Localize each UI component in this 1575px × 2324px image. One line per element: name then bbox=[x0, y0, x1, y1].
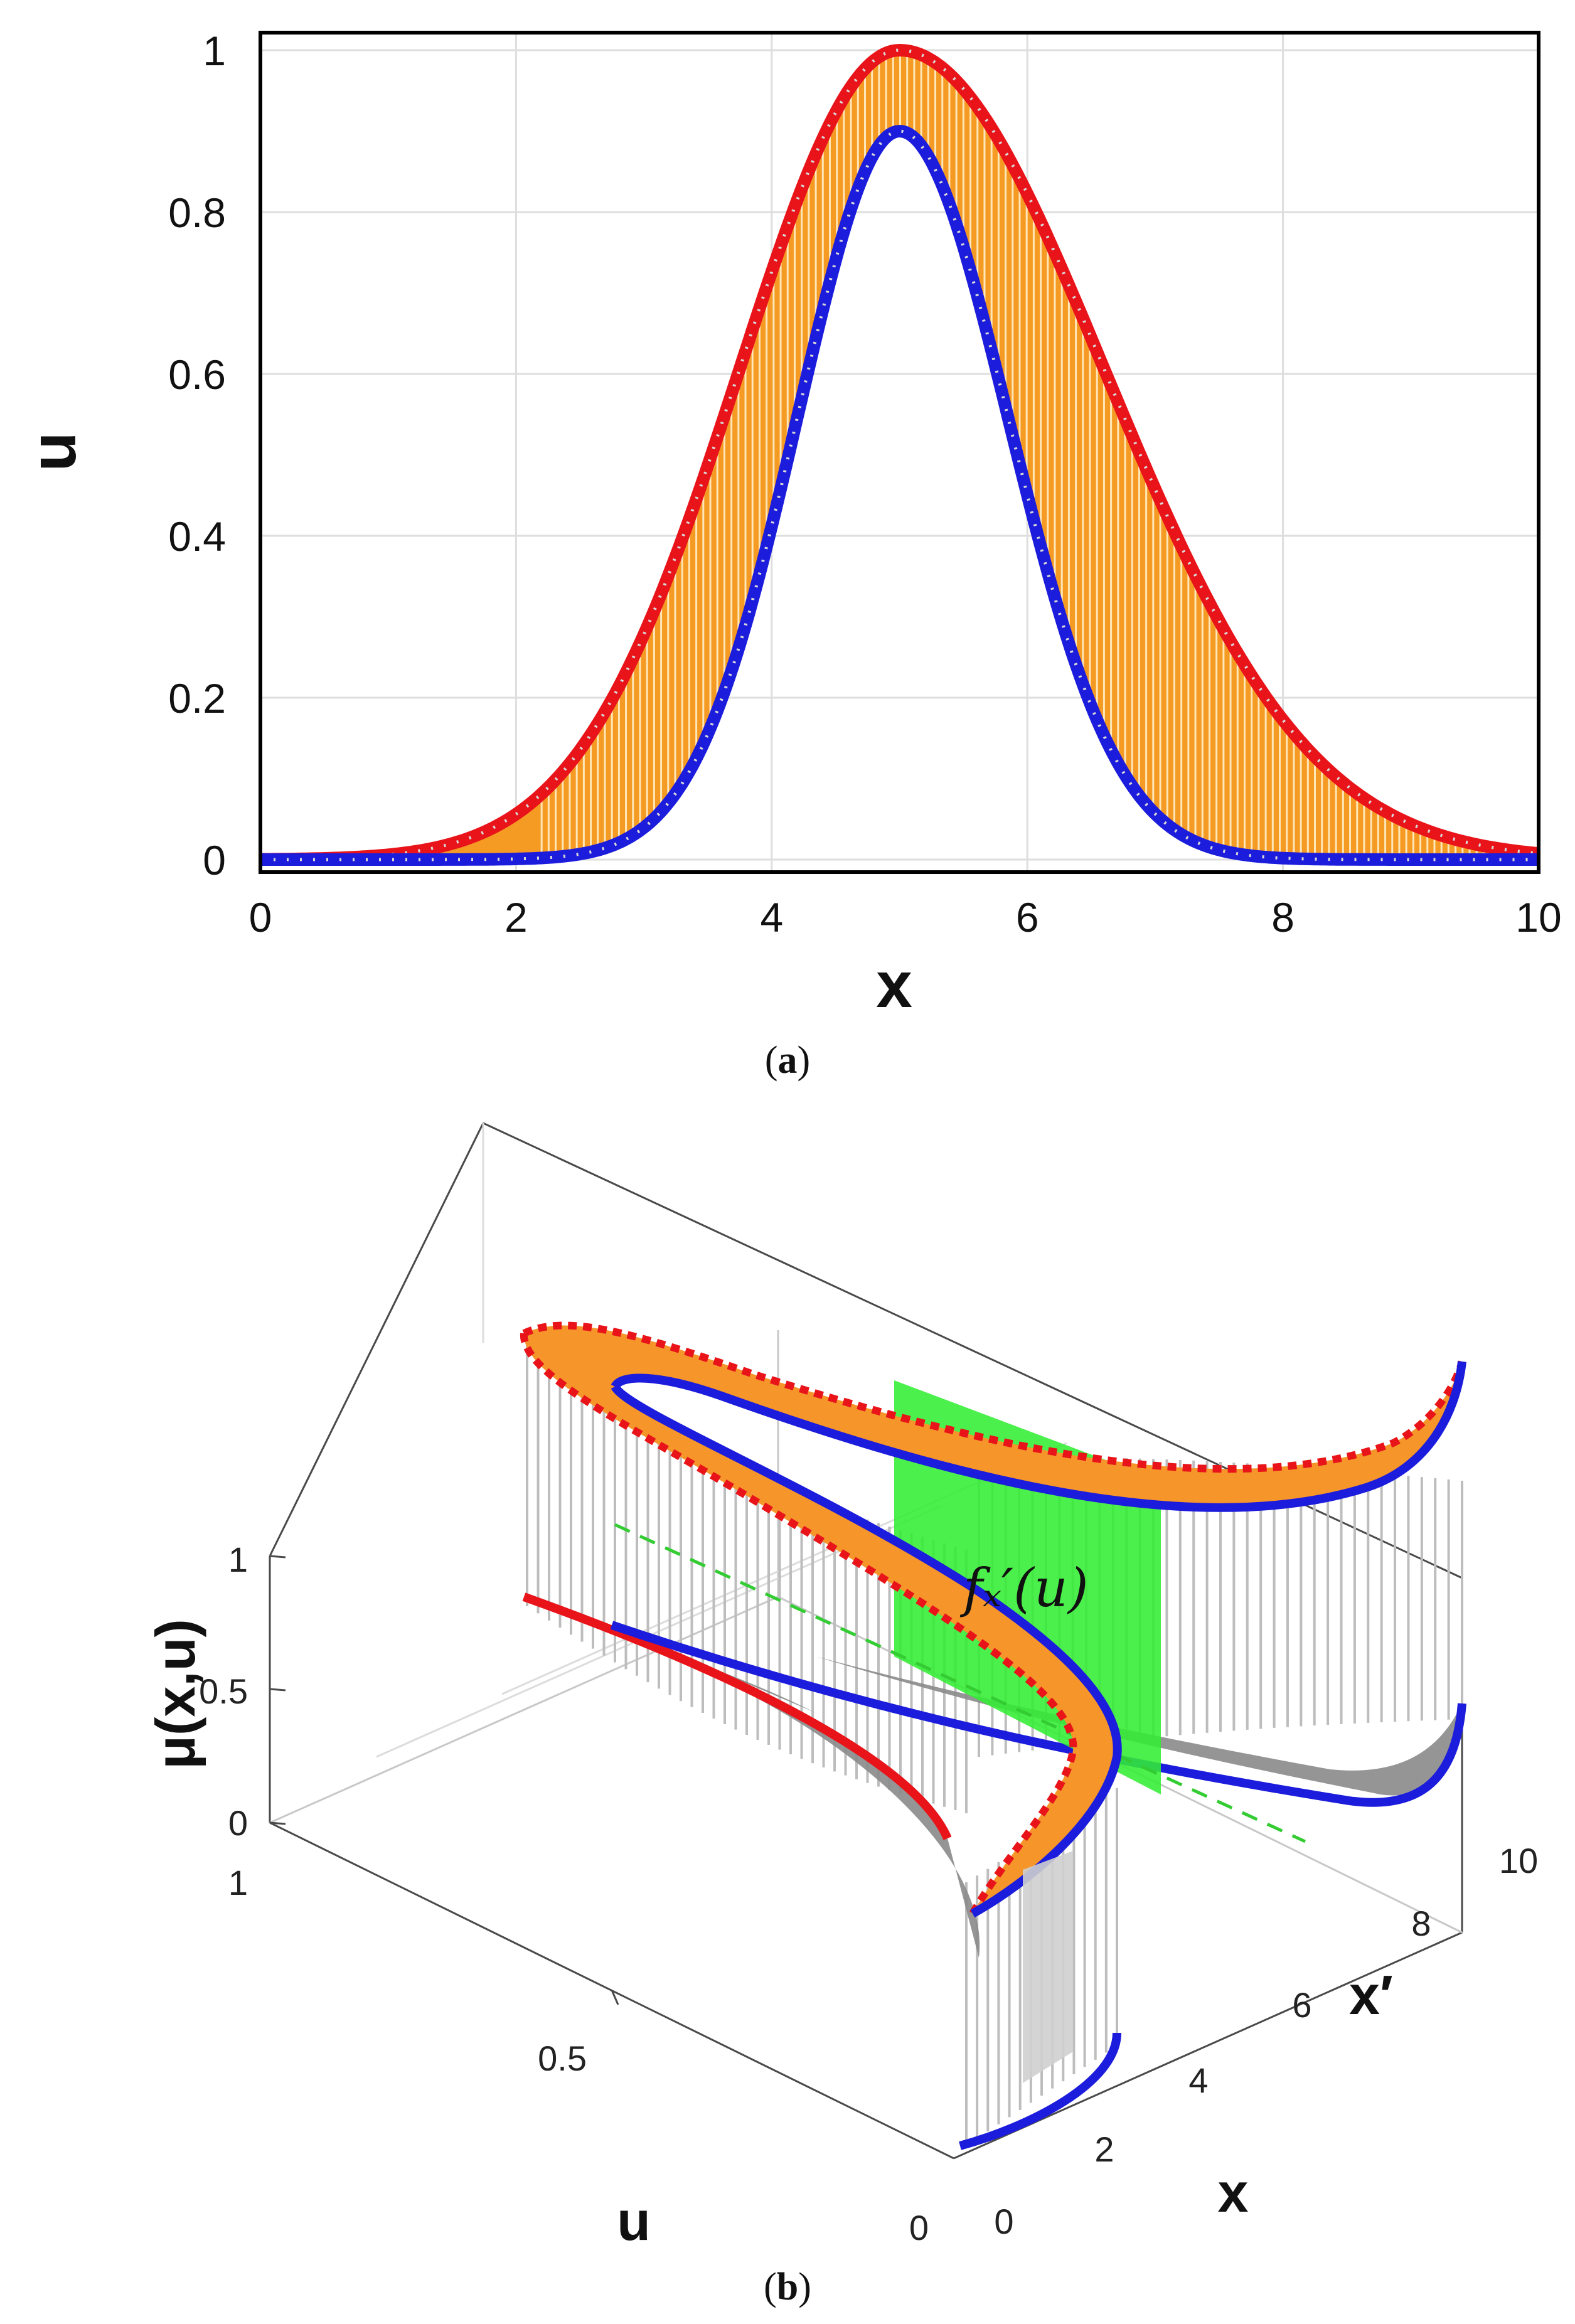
x-axis-label-3d: x bbox=[1218, 2161, 1249, 2224]
y-tick-labels: 0 0.2 0.4 0.6 0.8 1 bbox=[168, 28, 226, 883]
slice-dashed-line bbox=[614, 1523, 1306, 1843]
x-tick-label: 10 bbox=[1515, 894, 1561, 941]
y-axis-label: u bbox=[17, 432, 90, 472]
x3d-tick-4: 4 bbox=[1188, 2060, 1208, 2100]
front-sheet bbox=[1023, 1851, 1073, 2083]
plot-a-background bbox=[260, 33, 1539, 872]
z-tick-1: 1 bbox=[228, 1540, 248, 1579]
y-tick-label: 0.6 bbox=[168, 351, 226, 398]
fou-band-fill bbox=[260, 50, 1539, 860]
upper-surface-red-edge bbox=[522, 1321, 1466, 1473]
upper-surface-blue-edge bbox=[611, 1361, 1466, 1512]
u-axis-label: u bbox=[617, 2190, 651, 2252]
slice-annotation: fₓ′(u) bbox=[959, 1557, 1089, 1619]
u-tick-0-5: 0.5 bbox=[538, 2039, 587, 2078]
x3d-tick-0: 0 bbox=[994, 2202, 1013, 2241]
x3d-tick-2: 2 bbox=[1094, 2129, 1114, 2169]
lower-band-blue-edge-2 bbox=[959, 2032, 1121, 2150]
panel-a-chart: 0 2 4 6 8 10 0 0.2 0.4 0.6 0.8 1 x u (a) bbox=[17, 28, 1562, 1082]
caption-a: (a) bbox=[765, 1039, 810, 1082]
upper-membership-line bbox=[257, 44, 1542, 866]
u-axis-ticks: 1 0.5 0 bbox=[228, 1863, 929, 2247]
y-tick-label: 0.2 bbox=[168, 675, 226, 722]
x-tick-label: 4 bbox=[760, 894, 783, 941]
x-tick-label: 8 bbox=[1271, 894, 1295, 941]
z-axis-ticks: 1 0.5 0 bbox=[199, 1540, 286, 1843]
x-axis-ticks-3d: 0 2 4 6 8 10 bbox=[994, 1841, 1538, 2241]
y-tick-label: 0 bbox=[203, 837, 226, 883]
z-axis-label: μ(x,u) bbox=[144, 1619, 206, 1769]
x-prime-label: x′ bbox=[1349, 1964, 1393, 2026]
x-tick-label: 0 bbox=[249, 894, 272, 941]
lower-band bbox=[524, 1597, 980, 1958]
z-tick-0-5: 0.5 bbox=[199, 1671, 248, 1711]
x-axis-label: x bbox=[876, 949, 912, 1021]
x3d-tick-8: 8 bbox=[1411, 1904, 1431, 1943]
upper-surface-blue-edge-2 bbox=[611, 1384, 1122, 1918]
z-tick-0: 0 bbox=[228, 1803, 248, 1843]
x-tick-labels: 0 2 4 6 8 10 bbox=[249, 894, 1562, 941]
y-tick-label: 1 bbox=[203, 28, 226, 74]
y-tick-label: 0.4 bbox=[168, 513, 226, 560]
x3d-tick-6: 6 bbox=[1292, 1985, 1311, 2025]
fou-band-hatch bbox=[540, 56, 1513, 857]
x-tick-label: 6 bbox=[1016, 894, 1039, 941]
x-tick-label: 2 bbox=[505, 894, 528, 941]
plot-a-frame bbox=[259, 31, 1540, 874]
lower-band-right bbox=[816, 1656, 1462, 1796]
panel-b-chart: fₓ′(u) 1 0.5 0 μ(x,u) 1 0.5 0 u 0 2 4 6 … bbox=[144, 1122, 1538, 2308]
lower-membership-line bbox=[257, 125, 1542, 866]
lower-band-red-edge bbox=[522, 1592, 952, 1840]
upper-surface bbox=[523, 1325, 1462, 1914]
u-tick-1: 1 bbox=[228, 1863, 248, 1902]
x3d-tick-10: 10 bbox=[1499, 1841, 1538, 1880]
y-tick-label: 0.8 bbox=[168, 189, 226, 236]
upper-surface-red-edge-2 bbox=[520, 1333, 1077, 1916]
caption-b: (b) bbox=[764, 2266, 811, 2308]
u-tick-0: 0 bbox=[909, 2208, 929, 2247]
